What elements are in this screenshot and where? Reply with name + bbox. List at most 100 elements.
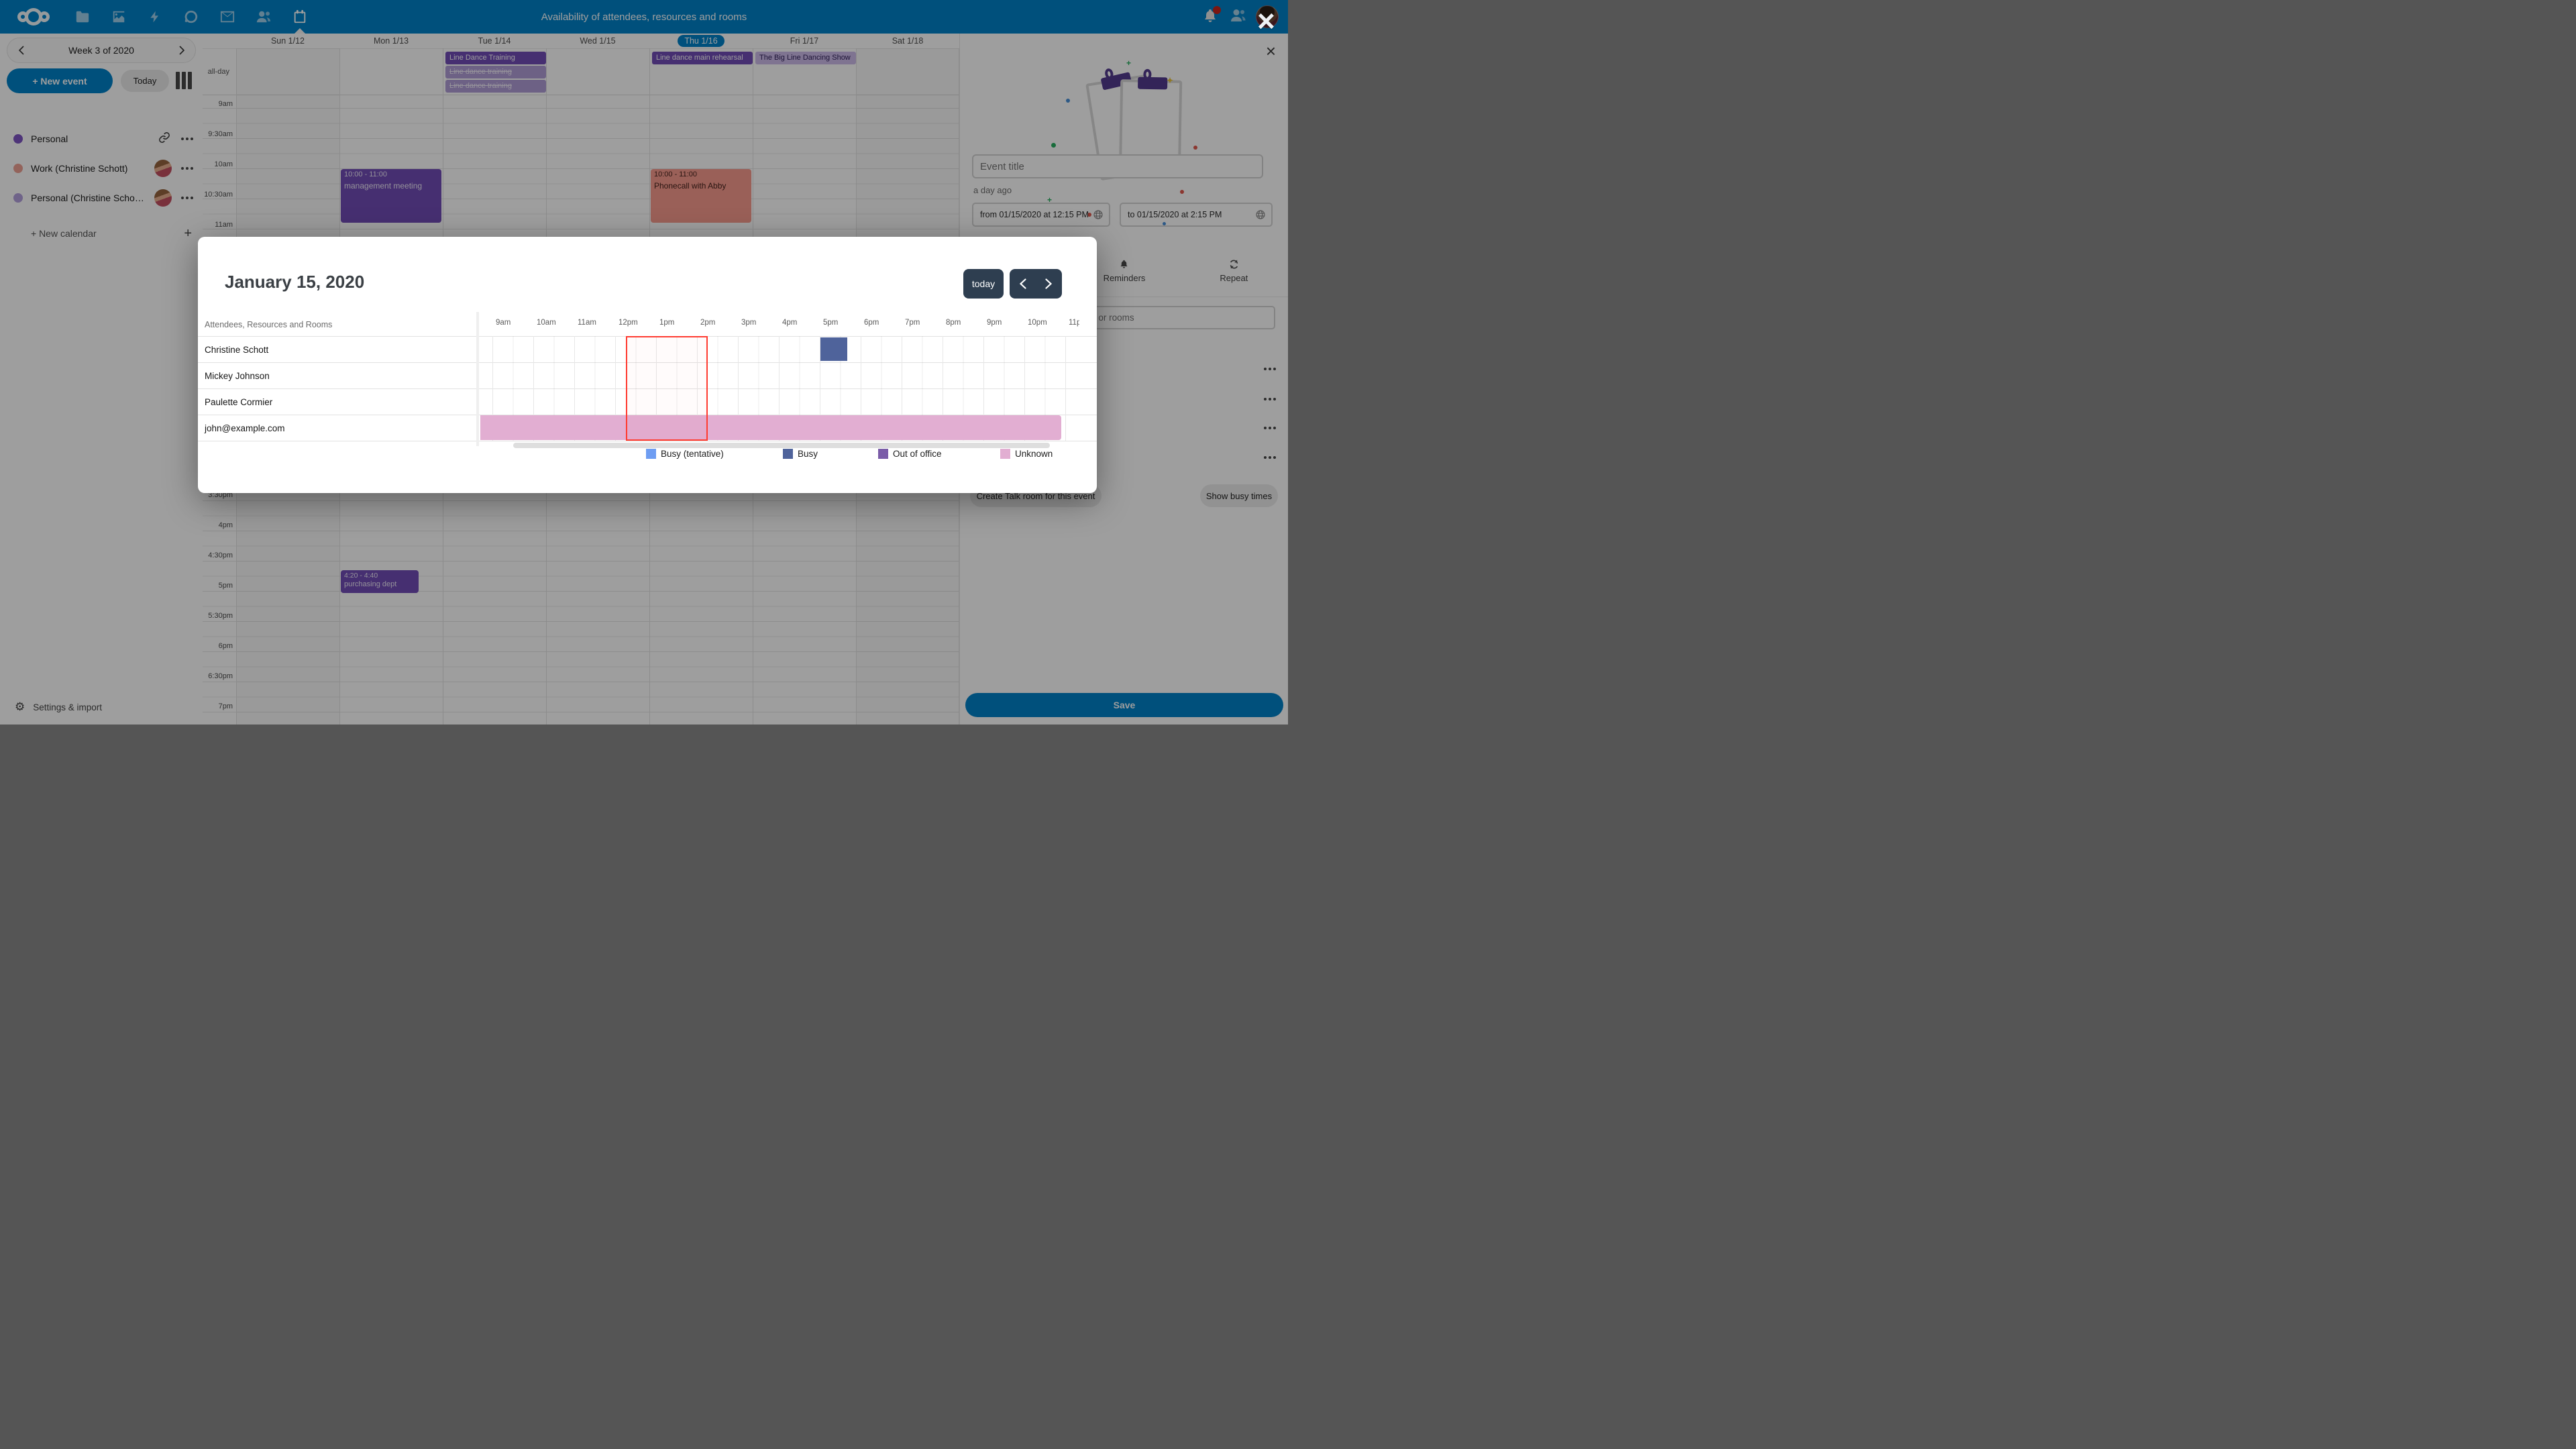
notification-badge (1213, 6, 1221, 14)
share-link-icon[interactable] (158, 131, 170, 147)
time-label: 10:30am (204, 191, 233, 199)
talk-app-icon[interactable] (173, 0, 209, 34)
envelope-icon (220, 11, 235, 23)
day-header[interactable]: Mon 1/13 (373, 36, 409, 46)
day-header[interactable]: Sat 1/18 (892, 36, 924, 46)
previous-week-button[interactable] (7, 46, 34, 55)
calendar-app-icon[interactable] (282, 0, 318, 34)
event-purchasing-dept[interactable]: 4:20 - 4:40 purchasing dept (341, 570, 419, 593)
nextcloud-logo[interactable] (17, 8, 50, 25)
calendar-sidebar: Week 3 of 2020 + New event Today Persona… (0, 34, 203, 724)
legend-label: Busy (798, 449, 818, 459)
modal-date-title: January 15, 2020 (225, 272, 365, 292)
chevron-right-icon (1045, 278, 1053, 289)
people-icon (1231, 9, 1246, 21)
attendee-row-menu[interactable] (1261, 364, 1279, 374)
day-header[interactable]: Sun 1/12 (270, 36, 305, 46)
speech-bubble-icon (184, 10, 198, 23)
axis-time-label: 10pm (1028, 319, 1047, 327)
globe-icon[interactable] (1255, 209, 1266, 220)
time-labels-morning: 9am 9:30am 10am 10:30am 11am (203, 100, 236, 255)
new-event-button[interactable]: + New event (7, 68, 113, 93)
event-title-input[interactable] (972, 154, 1263, 178)
legend-label: Out of office (893, 449, 942, 459)
modal-today-button[interactable]: today (963, 269, 1004, 299)
time-label: 10am (214, 160, 233, 168)
folder-icon (76, 11, 89, 23)
people-icon (256, 11, 271, 23)
save-button[interactable]: Save (965, 693, 1283, 717)
calendar-actions-menu[interactable] (178, 133, 196, 144)
legend-item: Busy (tentative) (646, 449, 724, 459)
axis-time-label: 3pm (741, 319, 757, 327)
calendar-actions-menu[interactable] (178, 193, 196, 203)
attendee-row-menu[interactable] (1261, 452, 1279, 463)
activity-app-icon[interactable] (137, 0, 173, 34)
column-divider (476, 312, 479, 446)
event-big-show[interactable]: The Big Line Dancing Show (755, 52, 856, 64)
calendar-list-item[interactable]: Work (Christine Schott) (0, 154, 203, 183)
calendar-color-dot (13, 134, 23, 144)
notifications-button[interactable] (1202, 6, 1221, 25)
previous-day-button[interactable] (1010, 269, 1036, 299)
event-line-dance-cancelled-2[interactable]: Line dance training (445, 80, 546, 93)
start-datetime-field[interactable]: from 01/15/2020 at 12:15 PM (972, 203, 1110, 227)
legend-swatch (783, 449, 793, 459)
calendar-list-item[interactable]: Personal (0, 124, 203, 154)
calendar-actions-menu[interactable] (178, 163, 196, 174)
availability-modal: January 15, 2020 today Attendees, Resour… (198, 237, 1097, 493)
legend-swatch (1000, 449, 1010, 459)
end-datetime-field[interactable]: to 01/15/2020 at 2:15 PM (1120, 203, 1273, 227)
event-management-meeting[interactable]: 10:00 - 11:00 management meeting (341, 169, 441, 223)
files-app-icon[interactable] (64, 0, 101, 34)
image-icon (113, 11, 125, 23)
globe-icon[interactable] (1093, 209, 1104, 220)
event-main-rehearsal[interactable]: Line dance main rehearsal (652, 52, 753, 64)
time-label: 9:30am (208, 130, 233, 138)
settings-import-button[interactable]: ⚙ Settings & import (15, 700, 103, 713)
chevron-right-icon (178, 46, 184, 55)
time-label: 11am (215, 221, 233, 229)
contacts-app-icon[interactable] (246, 0, 282, 34)
today-button[interactable]: Today (121, 70, 169, 92)
user-avatar[interactable] (1256, 5, 1279, 28)
new-calendar-button[interactable]: + New calendar + (31, 225, 192, 241)
day-header[interactable]: Tue 1/14 (478, 36, 511, 46)
event-line-dance-training[interactable]: Line Dance Training (445, 52, 546, 64)
contacts-menu-button[interactable] (1229, 7, 1246, 27)
attendee-row-menu[interactable] (1261, 394, 1279, 405)
show-busy-times-button[interactable]: Show busy times (1200, 484, 1278, 507)
selected-timeslot-outline[interactable] (626, 336, 708, 441)
event-line-dance-cancelled-1[interactable]: Line dance training (445, 66, 546, 78)
availability-timeline (479, 336, 1079, 441)
tab-reminders[interactable]: Reminders (1069, 255, 1179, 290)
axis-time-label: 11pm (1069, 319, 1079, 327)
mail-app-icon[interactable] (209, 0, 246, 34)
time-label: 9am (218, 100, 233, 108)
calendar-list-item[interactable]: Personal (Christine Scho… (0, 183, 203, 213)
time-label: 5pm (218, 582, 233, 590)
next-day-button[interactable] (1036, 269, 1062, 299)
axis-time-label: 6pm (864, 319, 879, 327)
lightning-icon (150, 11, 158, 23)
week-navigation: Week 3 of 2020 (7, 38, 196, 63)
calendar-color-dot (13, 164, 23, 173)
day-headers: Sun 1/12 Mon 1/13 Tue 1/14 Wed 1/15 Thu … (236, 34, 959, 48)
time-label: 6pm (218, 642, 233, 650)
day-header[interactable]: Fri 1/17 (790, 36, 819, 46)
week-view-toggle-icon[interactable] (176, 72, 192, 89)
day-header[interactable]: Thu 1/16 (649, 34, 753, 48)
event-phonecall-abby[interactable]: 10:00 - 11:00 Phonecall with Abby (651, 169, 751, 223)
plus-icon: + (184, 225, 192, 241)
tab-repeat[interactable]: Repeat (1179, 255, 1288, 290)
legend-label: Busy (tentative) (661, 449, 724, 459)
next-week-button[interactable] (168, 46, 195, 55)
attendee-row-menu[interactable] (1261, 423, 1279, 433)
calendar-owner-avatar (154, 189, 172, 207)
day-header[interactable]: Wed 1/15 (580, 36, 616, 46)
photos-app-icon[interactable] (101, 0, 137, 34)
timeline-scrollbar[interactable] (513, 443, 1050, 448)
time-label: 3:30pm (208, 491, 233, 499)
close-panel-icon[interactable]: × (1265, 41, 1276, 61)
legend-item: Unknown (1000, 449, 1053, 459)
